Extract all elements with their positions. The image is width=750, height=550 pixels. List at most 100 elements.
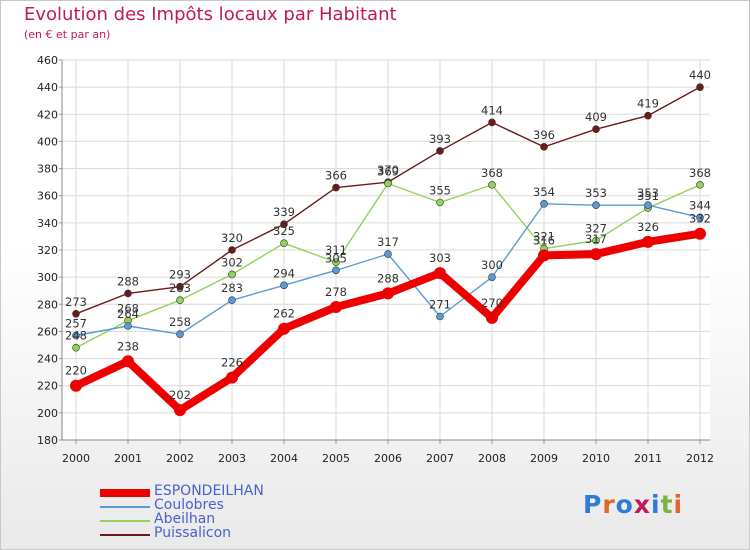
logo-letter: o xyxy=(615,490,634,519)
data-point-espondeilhan xyxy=(330,301,342,313)
data-label-espondeilhan: 326 xyxy=(637,220,659,234)
data-label-espondeilhan: 202 xyxy=(169,388,191,402)
data-label-coulobres: 271 xyxy=(429,298,451,312)
data-label-espondeilhan: 316 xyxy=(533,233,555,247)
data-point-abeilhan xyxy=(280,239,288,248)
data-label-coulobres: 353 xyxy=(637,186,659,200)
data-label-coulobres: 258 xyxy=(169,315,191,329)
chart-subtitle: (en € et par an) xyxy=(24,28,111,41)
data-point-espondeilhan xyxy=(122,355,134,368)
data-label-abeilhan: 311 xyxy=(325,243,347,257)
data-point-puissalicon xyxy=(228,246,236,254)
legend-swatch xyxy=(100,534,150,536)
data-point-puissalicon xyxy=(280,220,288,229)
y-tick-label: 340 xyxy=(37,217,58,230)
data-point-puissalicon xyxy=(488,118,496,127)
data-label-puissalicon: 370 xyxy=(377,163,399,177)
data-label-abeilhan: 268 xyxy=(117,302,139,316)
y-tick-label: 460 xyxy=(37,54,58,67)
legend-label: ESPONDEILHAN xyxy=(154,483,264,499)
data-label-espondeilhan: 288 xyxy=(377,271,399,285)
data-label-abeilhan: 283 xyxy=(169,281,191,295)
data-point-coulobres xyxy=(696,213,704,222)
data-point-coulobres xyxy=(176,330,184,338)
data-point-espondeilhan xyxy=(538,249,550,262)
data-label-puissalicon: 396 xyxy=(533,128,555,142)
data-label-coulobres: 257 xyxy=(65,317,87,331)
legend-label: Puissalicon xyxy=(154,525,232,541)
data-label-coulobres: 354 xyxy=(533,185,555,199)
data-label-puissalicon: 419 xyxy=(637,97,659,111)
data-label-abeilhan: 248 xyxy=(65,329,87,343)
legend-label: Abeilhan xyxy=(154,511,216,527)
data-point-abeilhan xyxy=(592,236,600,245)
data-point-espondeilhan xyxy=(434,267,446,280)
data-point-coulobres xyxy=(228,296,236,305)
x-tick-label: 2010 xyxy=(582,452,610,465)
data-label-abeilhan: 327 xyxy=(585,222,607,236)
data-point-espondeilhan xyxy=(226,371,238,384)
data-label-puissalicon: 320 xyxy=(221,231,243,245)
data-point-coulobres xyxy=(436,312,444,321)
x-tick-label: 2000 xyxy=(62,452,90,465)
data-label-puissalicon: 293 xyxy=(169,268,191,282)
x-tick-label: 2006 xyxy=(374,452,402,465)
logo-letter: r xyxy=(602,490,616,519)
data-point-abeilhan xyxy=(384,179,392,188)
data-point-abeilhan xyxy=(72,343,80,352)
x-tick-label: 2011 xyxy=(634,452,662,465)
legend-swatch xyxy=(100,506,150,508)
data-point-puissalicon xyxy=(436,147,444,155)
data-label-coulobres: 283 xyxy=(221,281,243,295)
data-label-espondeilhan: 262 xyxy=(273,307,295,321)
data-point-espondeilhan xyxy=(382,287,394,300)
y-tick-label: 400 xyxy=(37,135,58,148)
logo-letter: i xyxy=(673,490,684,519)
x-tick-label: 2003 xyxy=(218,452,246,465)
data-point-puissalicon xyxy=(124,289,132,298)
data-label-espondeilhan: 317 xyxy=(585,232,607,246)
y-tick-label: 360 xyxy=(37,190,58,203)
y-tick-label: 280 xyxy=(37,298,58,311)
data-point-espondeilhan xyxy=(70,379,82,392)
data-point-coulobres xyxy=(644,201,652,210)
data-point-abeilhan xyxy=(228,270,236,279)
data-point-coulobres xyxy=(384,250,392,258)
y-tick-label: 320 xyxy=(37,244,58,257)
data-point-coulobres xyxy=(488,273,496,281)
y-tick-label: 180 xyxy=(37,434,58,447)
data-label-abeilhan: 325 xyxy=(273,224,295,238)
data-point-coulobres xyxy=(540,200,548,208)
data-label-espondeilhan: 303 xyxy=(429,251,451,265)
x-tick-label: 2005 xyxy=(322,452,350,465)
data-point-espondeilhan xyxy=(174,404,186,417)
x-tick-label: 2002 xyxy=(166,452,194,465)
data-point-espondeilhan xyxy=(694,227,706,240)
data-point-abeilhan xyxy=(696,181,704,189)
data-label-abeilhan: 369 xyxy=(377,165,399,179)
data-label-espondeilhan: 332 xyxy=(689,212,711,226)
data-point-puissalicon xyxy=(696,83,704,91)
chart-title: Evolution des Impôts locaux par Habitant xyxy=(24,4,397,25)
data-label-puissalicon: 288 xyxy=(117,274,139,288)
logo-letter: P xyxy=(583,490,603,519)
data-label-abeilhan: 302 xyxy=(221,255,243,269)
data-label-coulobres: 300 xyxy=(481,258,503,272)
data-point-abeilhan xyxy=(488,181,496,189)
x-tick-label: 2001 xyxy=(114,452,142,465)
y-tick-label: 380 xyxy=(37,163,58,176)
data-label-abeilhan: 368 xyxy=(689,166,711,180)
data-label-puissalicon: 273 xyxy=(65,295,87,309)
legend-swatch xyxy=(100,489,150,497)
data-point-coulobres xyxy=(280,281,288,290)
logo-letter: t xyxy=(660,490,674,519)
data-point-espondeilhan xyxy=(642,235,654,248)
data-point-abeilhan xyxy=(176,296,184,305)
data-label-puissalicon: 440 xyxy=(689,68,711,82)
data-label-puissalicon: 393 xyxy=(429,132,451,146)
data-label-abeilhan: 321 xyxy=(533,230,555,244)
y-tick-label: 240 xyxy=(37,353,58,366)
proxiti-logo: Proxiti xyxy=(583,490,683,519)
data-label-abeilhan: 355 xyxy=(429,184,451,198)
